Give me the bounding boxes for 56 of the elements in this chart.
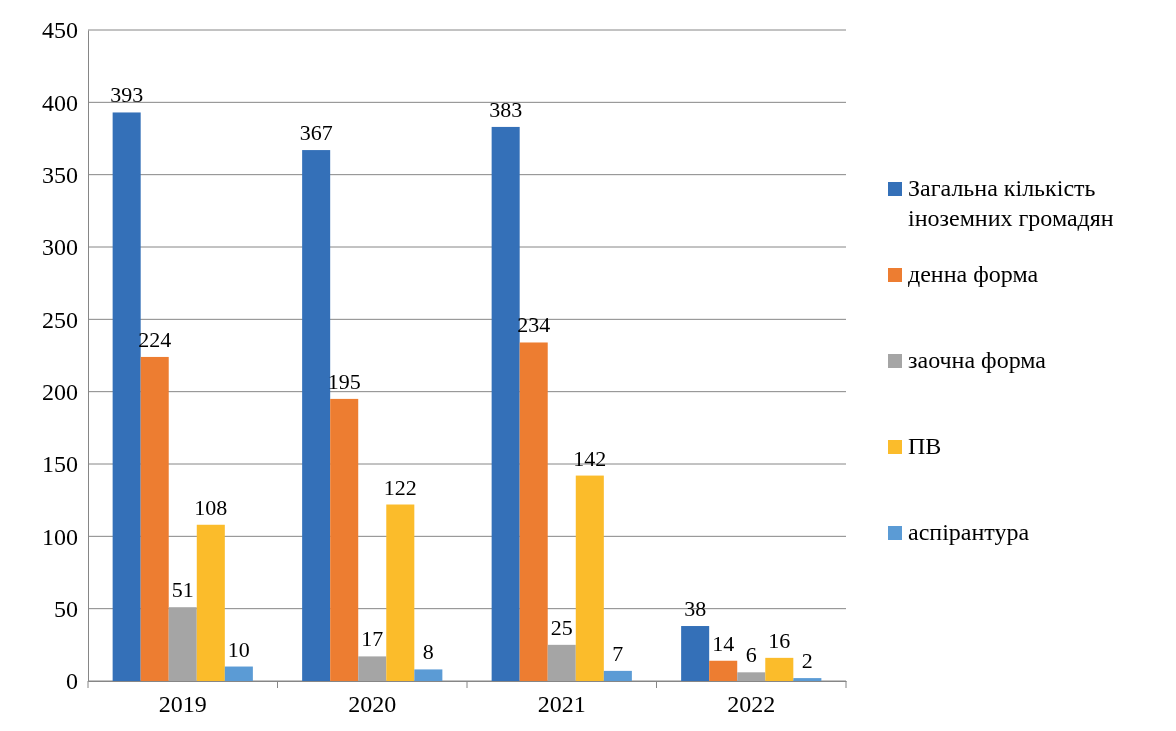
y-tick-label: 200 [42,378,78,405]
bar [547,644,576,681]
bar [302,150,331,681]
data-label: 383 [489,96,523,122]
legend-label: денна форма [908,261,1039,287]
bar [168,607,197,681]
data-label: 8 [422,639,434,665]
y-tick-label: 300 [42,234,78,261]
data-label: 142 [573,445,607,471]
y-tick-label: 100 [42,523,78,550]
y-tick-label: 400 [42,89,78,116]
data-label: 122 [383,474,417,500]
data-label: 16 [768,627,791,653]
x-tick-label: 2022 [727,691,776,718]
bar [196,524,225,681]
bar [575,475,604,681]
y-tick-label: 350 [42,161,78,188]
bar [519,342,548,681]
bar [681,626,710,681]
y-tick-label: 0 [66,668,78,695]
data-label: 10 [227,636,250,662]
x-tick-label: 2021 [537,691,586,718]
bar [112,112,141,681]
data-label: 38 [684,596,707,622]
x-tick-label: 2019 [158,691,207,718]
bar [140,356,169,681]
bar [358,656,387,681]
bar [491,126,520,681]
bar [709,660,738,681]
legend-label: ПВ [908,433,942,459]
y-tick-label: 150 [42,451,78,478]
bar [386,504,415,681]
data-label: 367 [299,120,333,146]
bar [224,666,253,681]
bar [793,678,822,681]
data-label: 108 [194,494,228,520]
data-label: 7 [612,640,624,666]
data-label: 14 [712,630,735,656]
bar [737,672,766,681]
data-label: 6 [745,642,757,668]
data-label: 51 [171,577,194,603]
data-label: 25 [550,614,573,640]
data-label: 393 [110,82,144,108]
bar [330,398,359,681]
data-label: 17 [361,626,384,652]
legend-label: Загальна кількість іноземних громадян [908,175,1114,231]
legend-label: аспірантура [908,519,1030,545]
y-tick-label: 50 [54,595,78,622]
legend-label: заочна форма [908,347,1047,373]
bar [414,669,443,681]
data-label: 2 [801,648,813,674]
bar [765,657,794,681]
y-tick-label: 250 [42,306,78,333]
x-tick-label: 2020 [348,691,397,718]
y-tick-label: 450 [42,17,78,44]
bar [603,670,632,681]
